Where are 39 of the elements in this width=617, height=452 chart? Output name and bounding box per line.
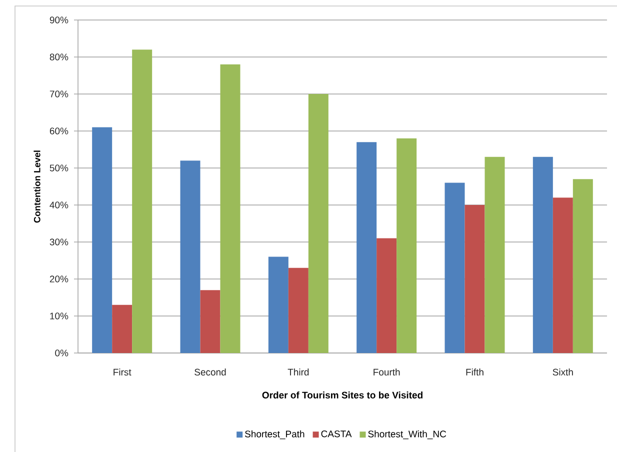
legend-label: Shortest_Path — [245, 430, 304, 440]
y-tick-label: 80% — [50, 54, 68, 60]
bar — [180, 160, 200, 353]
y-tick-label: 50% — [50, 164, 68, 172]
bar — [376, 238, 397, 353]
x-tick-label: Third — [288, 368, 309, 376]
x-tick-label: Fifth — [466, 368, 484, 376]
bar — [464, 205, 485, 353]
y-tick-label: 70% — [50, 90, 68, 98]
bar — [220, 64, 240, 353]
bar — [288, 268, 308, 353]
x-tick-label: First — [114, 368, 132, 376]
y-tick-label: 40% — [50, 202, 68, 208]
bar — [552, 198, 573, 353]
y-axis-title: Contention Level — [34, 150, 40, 223]
legend-label: CASTA — [321, 430, 352, 438]
bar — [484, 156, 505, 353]
bar — [308, 94, 328, 353]
y-tick-label: 30% — [50, 238, 68, 246]
x-tick-label: Sixth — [552, 368, 573, 376]
x-axis-title: Order of Tourism Sites to be Visited — [262, 392, 422, 398]
bar — [356, 142, 377, 353]
bar — [92, 127, 112, 353]
y-tick-label: 20% — [50, 276, 68, 282]
bar — [532, 156, 553, 353]
bar — [200, 290, 220, 353]
bar — [572, 179, 593, 353]
x-tick-label: Fourth — [374, 368, 400, 376]
x-tick-label: Second — [194, 368, 226, 376]
y-tick-label: 90% — [50, 16, 68, 24]
y-tick-label: 60% — [50, 128, 68, 134]
y-tick-label: 10% — [50, 312, 68, 320]
bar — [268, 256, 288, 353]
bar — [112, 304, 132, 353]
y-tick-label: 0% — [55, 350, 68, 356]
bar — [396, 138, 417, 353]
legend-label: Shortest_With_NC — [368, 430, 446, 440]
bar — [444, 182, 465, 353]
bar — [132, 50, 152, 353]
